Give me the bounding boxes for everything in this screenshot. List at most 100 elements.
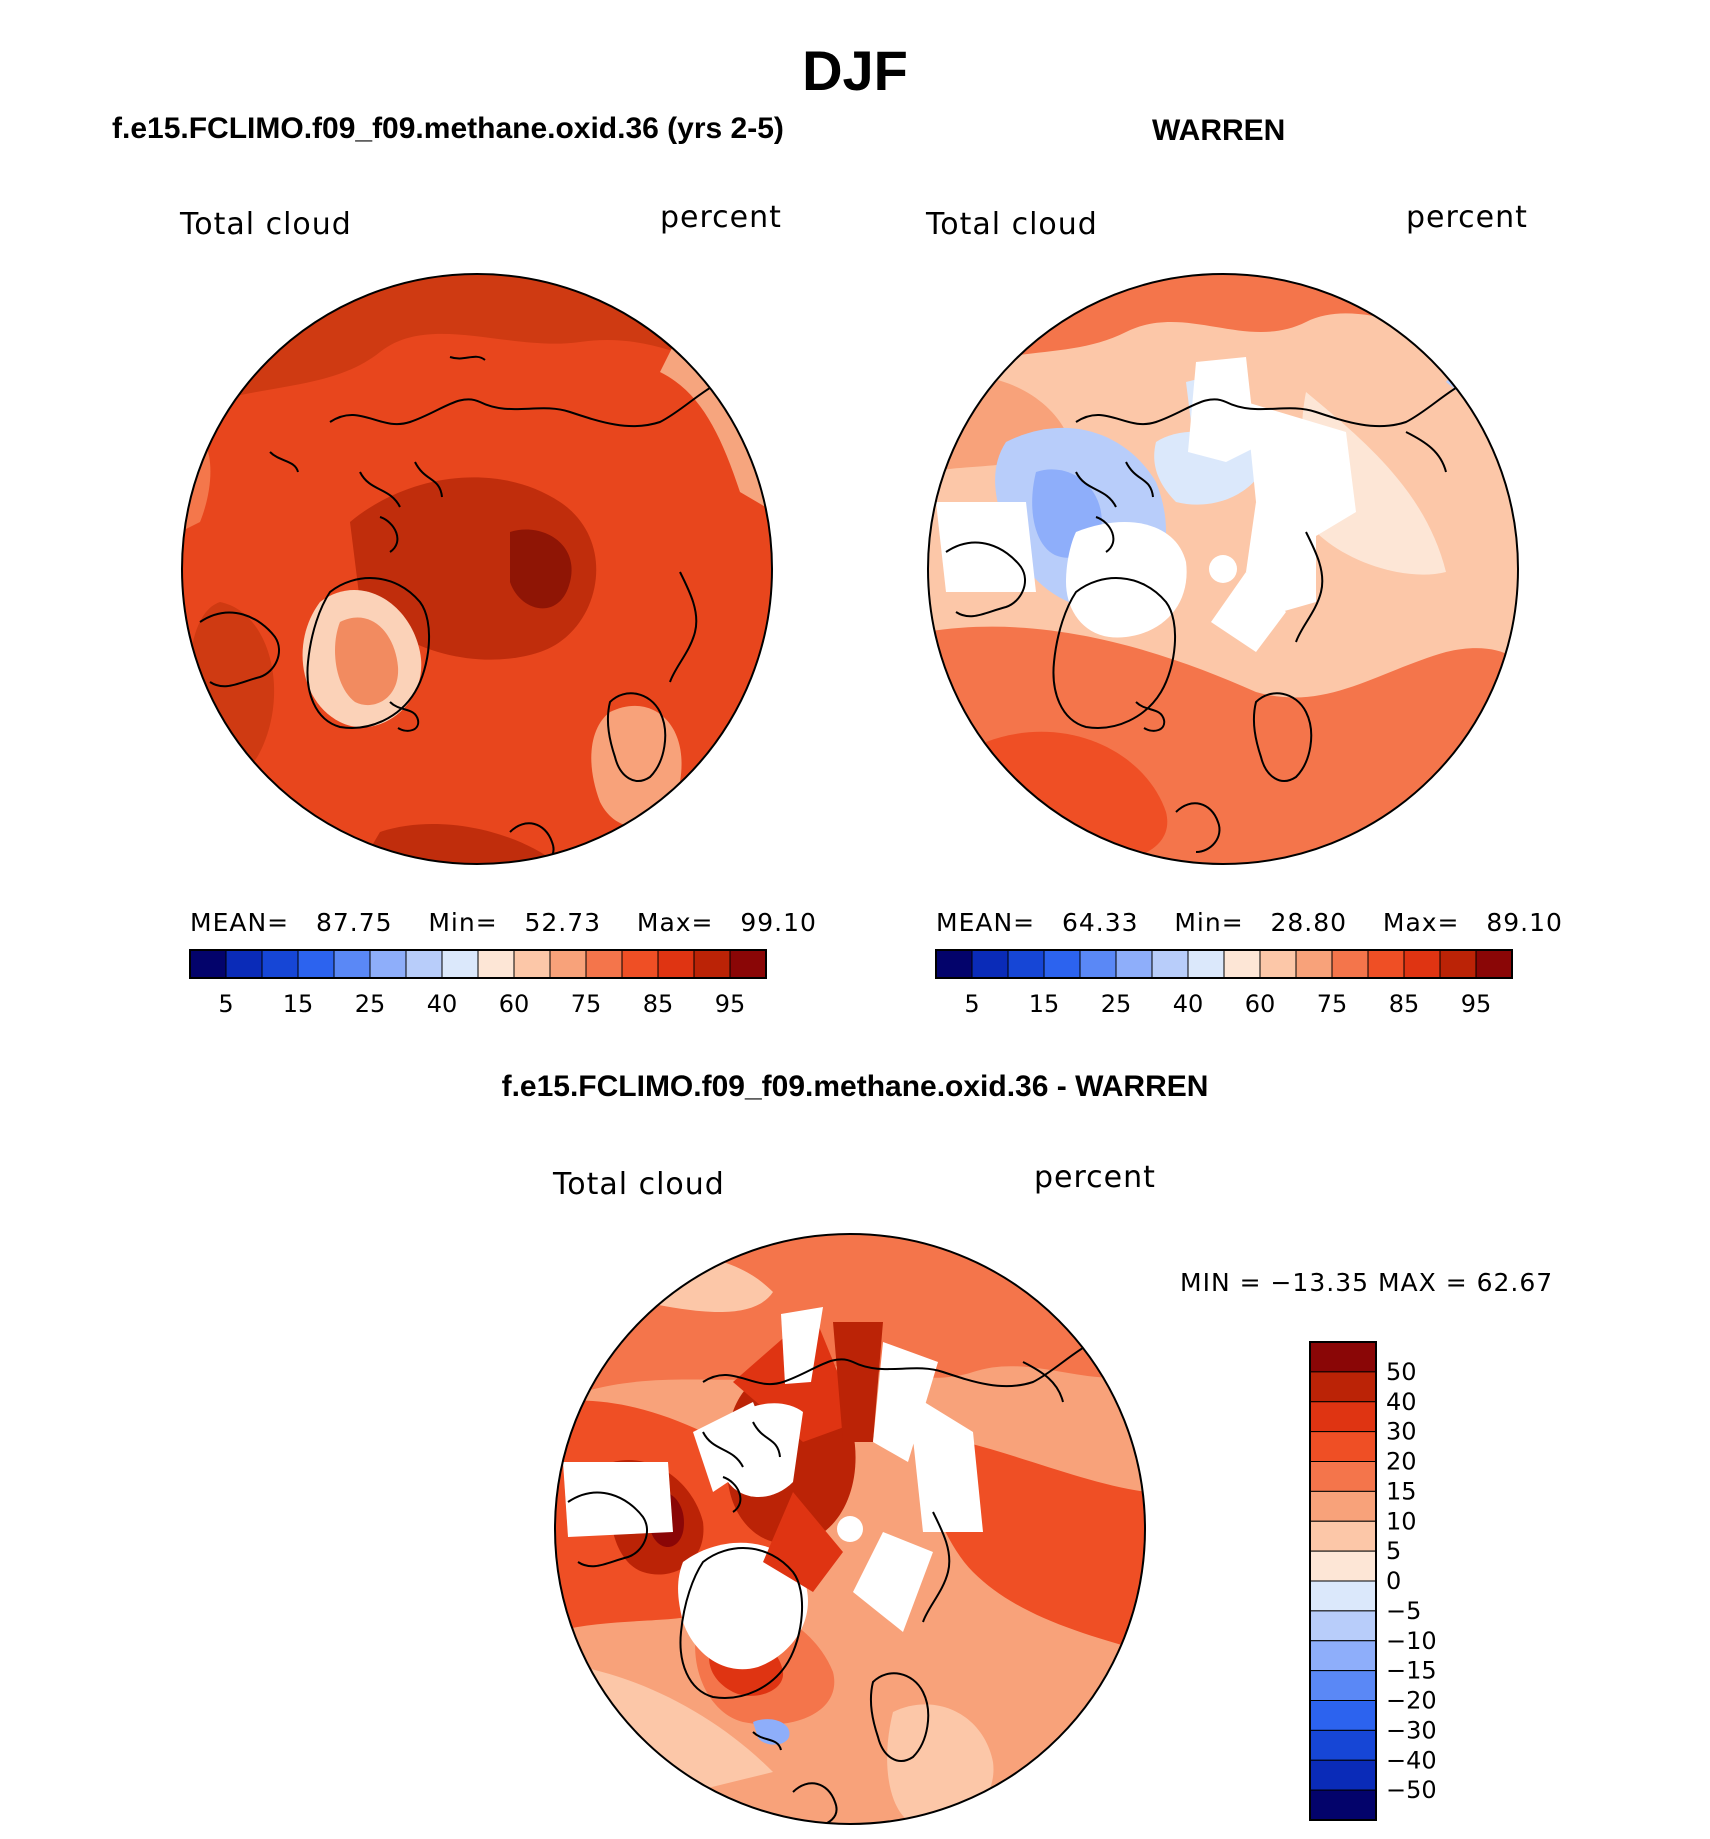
model-variable-label: Total cloud [180,207,352,242]
model-colorbar-swatch [441,949,479,979]
diff-units-label: percent [1034,1160,1156,1195]
obs-colorbar-swatch [1439,949,1477,979]
obs-colorbar-swatch [1115,949,1153,979]
diff-colorbar-swatch [1309,1610,1377,1642]
model-colorbar-swatch [369,949,407,979]
obs-colorbar-tick-label: 95 [1461,990,1492,1018]
diff-colorbar-tick-label: −15 [1386,1657,1437,1685]
diff-colorbar-tick-label: 50 [1386,1358,1417,1386]
diff-colorbar-swatch [1309,1341,1377,1373]
model-colorbar-tick-label: 85 [643,990,674,1018]
diff-colorbar-swatch [1309,1789,1377,1821]
obs-colorbar-swatch [1475,949,1513,979]
obs-colorbar-swatch [1331,949,1369,979]
model-mean-value: 87.75 [315,908,393,937]
figure-title: DJF [802,39,908,102]
diff-polar-map [554,1233,1146,1825]
obs-max-label: Max= [1382,908,1460,937]
obs-colorbar-tick-label: 75 [1317,990,1348,1018]
diff-colorbar-tick-label: −50 [1386,1776,1437,1804]
diff-colorbar-swatch [1309,1401,1377,1433]
obs-colorbar-tick-label: 40 [1173,990,1204,1018]
diff-minmax-text: MIN = −13.35 MAX = 62.67 [1180,1268,1554,1297]
model-colorbar-swatch [585,949,623,979]
model-colorbar-swatch [477,949,515,979]
obs-variable-label: Total cloud [926,207,1098,242]
diff-colorbar-swatch [1309,1640,1377,1672]
obs-colorbar-swatch [1367,949,1405,979]
diff-case-title: f.e15.FCLIMO.f09_f09.methane.oxid.36 - W… [501,1070,1209,1103]
diff-colorbar-tick-label: 10 [1386,1507,1417,1535]
model-colorbar: 5 15 25 40 60 75 85 95 [189,949,767,1018]
obs-min-label: Min= [1174,908,1244,937]
diff-colorbar-swatch [1309,1371,1377,1403]
diff-colorbar-swatch [1309,1759,1377,1791]
obs-colorbar-swatch [971,949,1009,979]
obs-colorbar-swatch [935,949,973,979]
obs-max-value: 89.10 [1486,908,1563,937]
obs-colorbar-swatch [1187,949,1225,979]
diff-colorbar-tick-label: 15 [1386,1477,1417,1505]
model-min-label: Min= [428,908,498,937]
model-max-label: Max= [636,908,714,937]
obs-colorbar-swatch [1259,949,1297,979]
diff-colorbar-tick-label: 0 [1386,1567,1401,1595]
model-case-title: f.e15.FCLIMO.f09_f09.methane.oxid.36 (yr… [112,112,784,145]
model-colorbar-swatch [261,949,299,979]
obs-colorbar-tick-label: 60 [1245,990,1276,1018]
obs-colorbar-tick-label: 25 [1101,990,1132,1018]
diff-colorbar-swatch [1309,1461,1377,1492]
diff-colorbar-tick-label: 40 [1386,1388,1417,1416]
model-stats-line: MEAN= 87.75 Min= 52.73 Max= 99.10 [190,908,817,937]
model-colorbar-tick-label: 15 [283,990,314,1018]
obs-polar-map [927,273,1519,865]
obs-case-title: WARREN [1152,114,1286,147]
diff-colorbar-tick-label: −30 [1386,1716,1437,1744]
model-colorbar-tick-label: 95 [715,990,746,1018]
model-colorbar-swatch [657,949,695,979]
diff-colorbar-swatch [1309,1580,1377,1612]
model-colorbar-swatch [549,949,587,979]
model-colorbar-swatch [189,949,227,979]
diff-colorbar-tick-label: 5 [1386,1537,1401,1565]
obs-colorbar-swatch [1079,949,1117,979]
model-colorbar-tick-label: 75 [571,990,602,1018]
model-units-label: percent [660,200,782,235]
diff-colorbar-swatch [1309,1520,1377,1552]
obs-colorbar-swatch [1151,949,1189,979]
diff-colorbar-swatch [1309,1729,1377,1761]
model-colorbar-swatch [225,949,263,979]
obs-colorbar-tick-label: 5 [964,990,979,1018]
model-colorbar-swatch [621,949,659,979]
obs-colorbar: 5 15 25 40 60 75 85 95 [935,949,1513,1018]
obs-min-value: 28.80 [1270,908,1348,937]
diff-colorbar-swatch [1309,1700,1377,1731]
model-colorbar-swatch [333,949,371,979]
model-colorbar-swatch [729,949,767,979]
diff-colorbar-swatch [1309,1490,1377,1522]
diff-colorbar-swatch [1309,1670,1377,1701]
model-colorbar-tick-label: 25 [355,990,386,1018]
diff-colorbar-tick-label: 20 [1386,1448,1417,1476]
obs-colorbar-tick-label: 85 [1389,990,1420,1018]
model-colorbar-swatch [297,949,335,979]
diff-colorbar-tick-label: −10 [1386,1627,1437,1655]
obs-colorbar-swatch [1223,949,1261,979]
obs-colorbar-swatch [1403,949,1441,979]
obs-stats-line: MEAN= 64.33 Min= 28.80 Max= 89.10 [936,908,1563,937]
diff-colorbar-tick-label: −40 [1386,1746,1437,1774]
diff-colorbar-swatch [1309,1550,1377,1582]
model-mean-label: MEAN= [190,908,290,937]
model-colorbar-tick-label: 5 [218,990,233,1018]
model-polar-map [181,273,773,865]
model-colorbar-swatch [693,949,731,979]
model-max-value: 99.10 [740,908,817,937]
diff-colorbar-swatch [1309,1431,1377,1462]
model-colorbar-tick-label: 60 [499,990,530,1018]
obs-mean-value: 64.33 [1061,908,1139,937]
model-min-value: 52.73 [524,908,602,937]
model-colorbar-tick-label: 40 [427,990,458,1018]
diff-variable-label: Total cloud [553,1167,725,1202]
diff-colorbar-tick-label: −20 [1386,1687,1437,1715]
